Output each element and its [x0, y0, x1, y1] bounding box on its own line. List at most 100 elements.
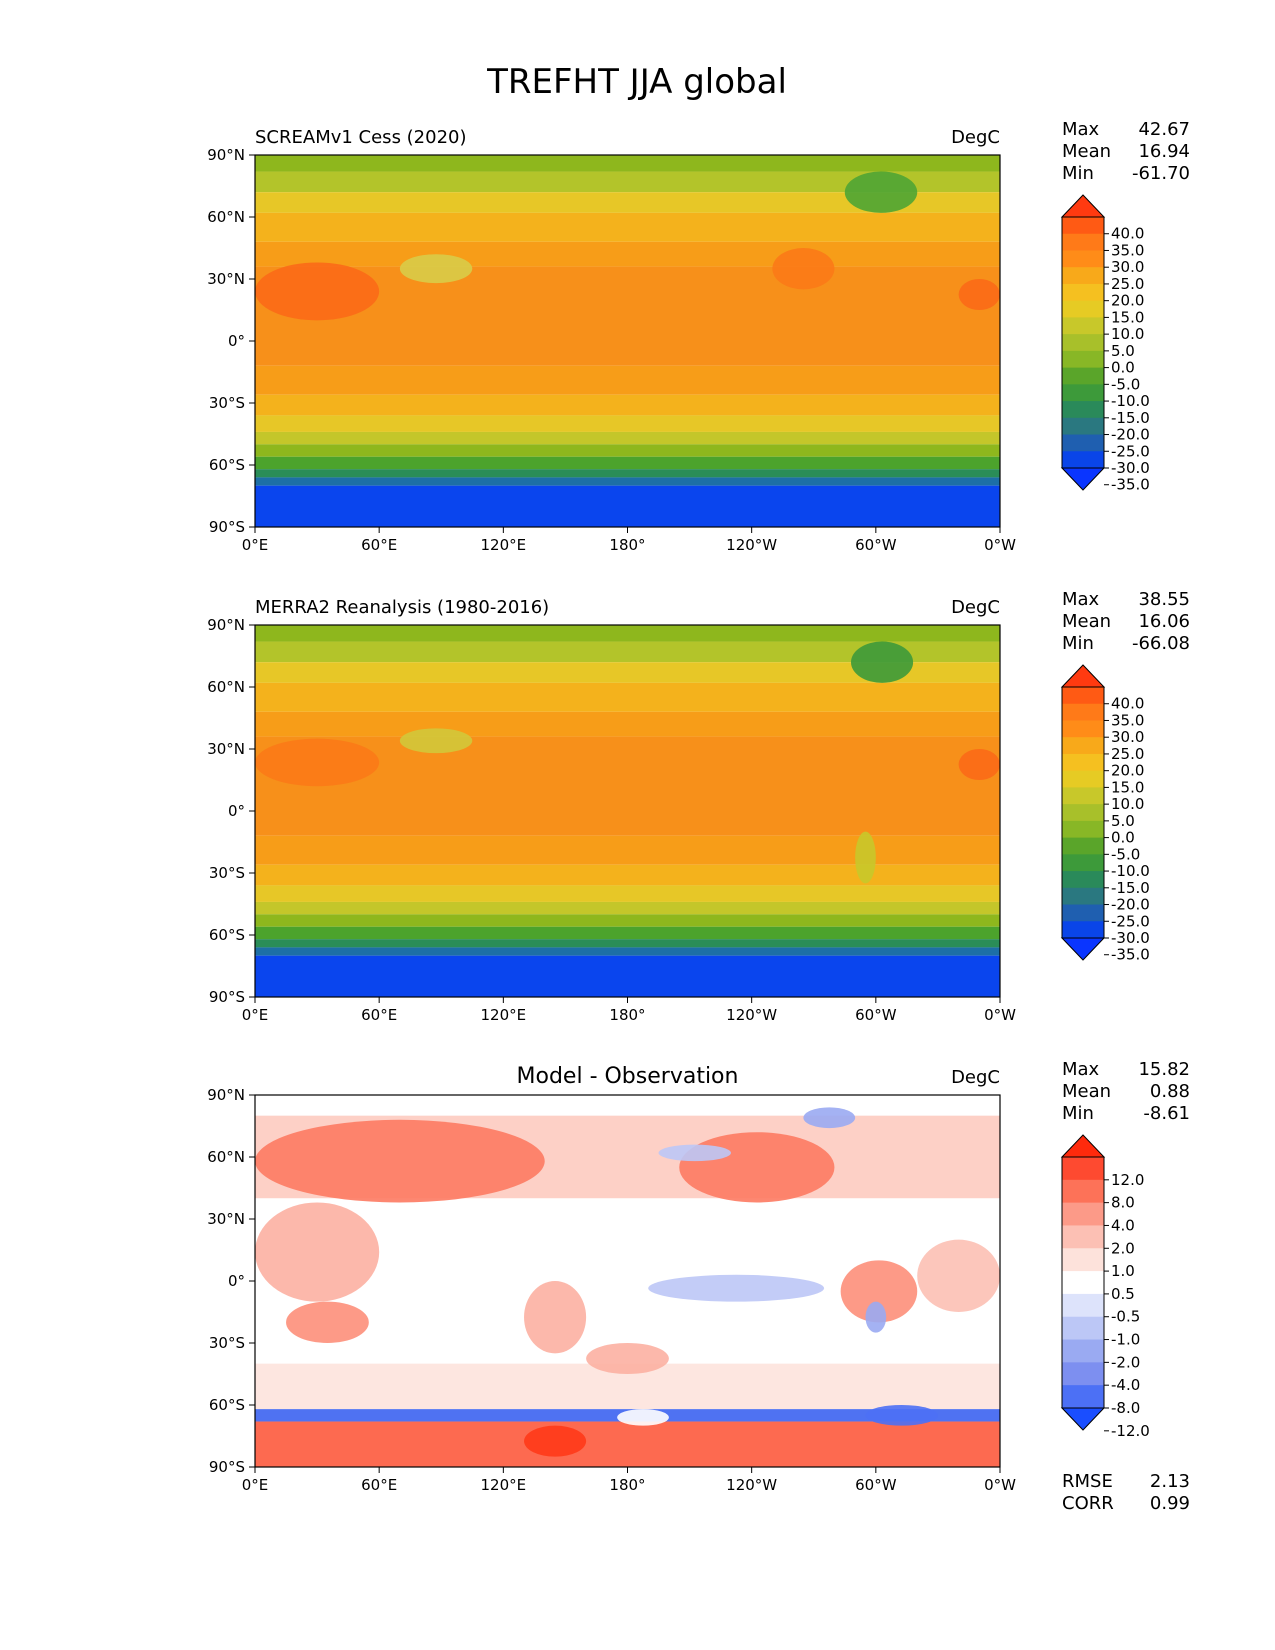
lat-tick-label: 30°S	[209, 864, 245, 882]
lat-tick-label: 30°N	[207, 270, 245, 288]
colorbar-segment	[1062, 1293, 1104, 1318]
field-band	[255, 241, 1000, 267]
colorbar-segment	[1062, 401, 1104, 419]
colorbar-tick-label: -20.0	[1111, 896, 1150, 914]
colorbar-tick-label: 8.0	[1111, 1194, 1135, 1212]
field-band	[255, 736, 1000, 836]
lon-tick-label: 60°W	[855, 1476, 897, 1494]
stat-value: -8.61	[1143, 1103, 1190, 1124]
colorbar-segment	[1062, 1179, 1104, 1204]
field-band	[255, 625, 1000, 642]
colorbar-extend-max	[1060, 664, 1106, 688]
colorbar-frame	[1061, 686, 1105, 939]
lat-tick-label: 60°S	[209, 456, 245, 474]
stat-value: 16.94	[1138, 141, 1190, 162]
colorbar-tick-label: 15.0	[1111, 778, 1144, 796]
colorbar-tick-label: -1.0	[1111, 1331, 1140, 1349]
field-band	[255, 885, 1000, 902]
colorbar-segment	[1062, 837, 1104, 855]
colorbar-tick-label: -30.0	[1111, 929, 1150, 947]
colorbar-tick-label: -25.0	[1111, 442, 1150, 460]
lon-tick-label: 60°E	[361, 536, 397, 554]
colorbar-segment	[1062, 703, 1104, 721]
map-field	[255, 1095, 1000, 1467]
colorbar-tick-label: 10.0	[1111, 325, 1144, 343]
colorbar-segment	[1062, 350, 1104, 369]
lon-tick-label: 0°W	[984, 1006, 1016, 1024]
colorbar-segment	[1062, 434, 1104, 452]
lat-tick-label: 90°S	[209, 1458, 245, 1476]
field-region	[851, 641, 914, 683]
map-panel-1: SCREAMv1 Cess (2020) DegC 90°N 60°N 30°N 0° 30…	[207, 119, 1190, 554]
map-panel-2: MERRA2 Reanalysis (1980-2016) DegC 90°N 60°…	[207, 589, 1190, 1024]
colorbar-segment	[1062, 1385, 1104, 1409]
lon-tick-label: 120°E	[481, 1476, 527, 1494]
field-band	[255, 901, 1000, 915]
lon-tick-label: 0°W	[984, 536, 1016, 554]
colorbar-extend-min	[1060, 467, 1106, 491]
field-band	[255, 662, 1000, 683]
colorbar-segment	[1062, 887, 1104, 906]
colorbar-tick-label: -15.0	[1111, 409, 1150, 427]
colorbar-tick-label: 20.0	[1111, 762, 1144, 780]
lat-tick-label: 90°N	[207, 1086, 245, 1104]
lon-tick-label: 60°E	[361, 1006, 397, 1024]
extra-stat-label: RMSE	[1062, 1471, 1113, 1492]
lat-tick-label: 0°	[228, 1272, 245, 1290]
field-band	[255, 415, 1000, 432]
colorbar-tick-label: -35.0	[1111, 476, 1150, 494]
extra-stat-value: 0.99	[1150, 1493, 1190, 1514]
colorbar-segment	[1062, 1339, 1104, 1363]
colorbar-segment	[1062, 334, 1104, 352]
lat-tick-label: 60°S	[209, 926, 245, 944]
colorbar-segment	[1062, 1271, 1104, 1295]
field-band	[255, 485, 1000, 527]
field-region	[648, 1274, 825, 1302]
colorbar-frame	[1061, 1156, 1105, 1409]
field-band	[255, 641, 1000, 663]
lat-tick-label: 30°N	[207, 1210, 245, 1228]
colorbar-segment	[1062, 1248, 1104, 1272]
field-region	[286, 1301, 369, 1344]
field-region	[865, 1301, 887, 1333]
stat-value: 42.67	[1138, 119, 1190, 140]
lat-tick-label: 60°N	[207, 1148, 245, 1166]
panel-title: SCREAMv1 Cess (2020)	[255, 127, 467, 148]
colorbar-tick-label: 25.0	[1111, 275, 1144, 293]
colorbar-segment	[1062, 921, 1104, 939]
field-region	[840, 1260, 918, 1323]
field-band	[255, 926, 1000, 940]
lon-tick-label: 180°	[609, 1006, 645, 1024]
colorbar-extend-min	[1060, 1407, 1106, 1431]
lat-tick-label: 0°	[228, 332, 245, 350]
field-band	[255, 155, 1000, 172]
lon-tick-label: 60°W	[855, 1006, 897, 1024]
map-field	[255, 155, 1000, 527]
stat-value: 15.82	[1138, 1059, 1190, 1080]
stat-label: Mean	[1062, 1081, 1111, 1102]
lat-tick-label: 30°S	[209, 394, 245, 412]
map-panel-3: Model - Observation DegC 90°N 60°N 30°N 0° 30°…	[207, 1059, 1190, 1514]
field-band	[255, 835, 1000, 865]
stat-value: 16.06	[1138, 611, 1190, 632]
colorbar-tick-label: 5.0	[1111, 812, 1135, 830]
field-band	[255, 864, 1000, 886]
colorbar-tick-label: 5.0	[1111, 342, 1135, 360]
field-region	[917, 1239, 1000, 1313]
colorbar-tick-label: 35.0	[1111, 711, 1144, 729]
lon-tick-label: 120°E	[481, 536, 527, 554]
field-band	[255, 914, 1000, 927]
colorbar-tick-label: 20.0	[1111, 292, 1144, 310]
field-region	[772, 247, 835, 290]
colorbar-segment	[1062, 770, 1104, 788]
colorbar-segment	[1062, 820, 1104, 839]
colorbar-tick-label: -0.5	[1111, 1308, 1140, 1326]
colorbar-segment	[1062, 871, 1104, 889]
colorbar-tick-label: 40.0	[1111, 225, 1144, 243]
colorbar-segment	[1062, 317, 1104, 335]
panel-units: DegC	[951, 597, 1000, 618]
field-band	[255, 456, 1000, 470]
extra-stat-label: CORR	[1062, 1493, 1114, 1514]
panel-units: DegC	[951, 1067, 1000, 1088]
